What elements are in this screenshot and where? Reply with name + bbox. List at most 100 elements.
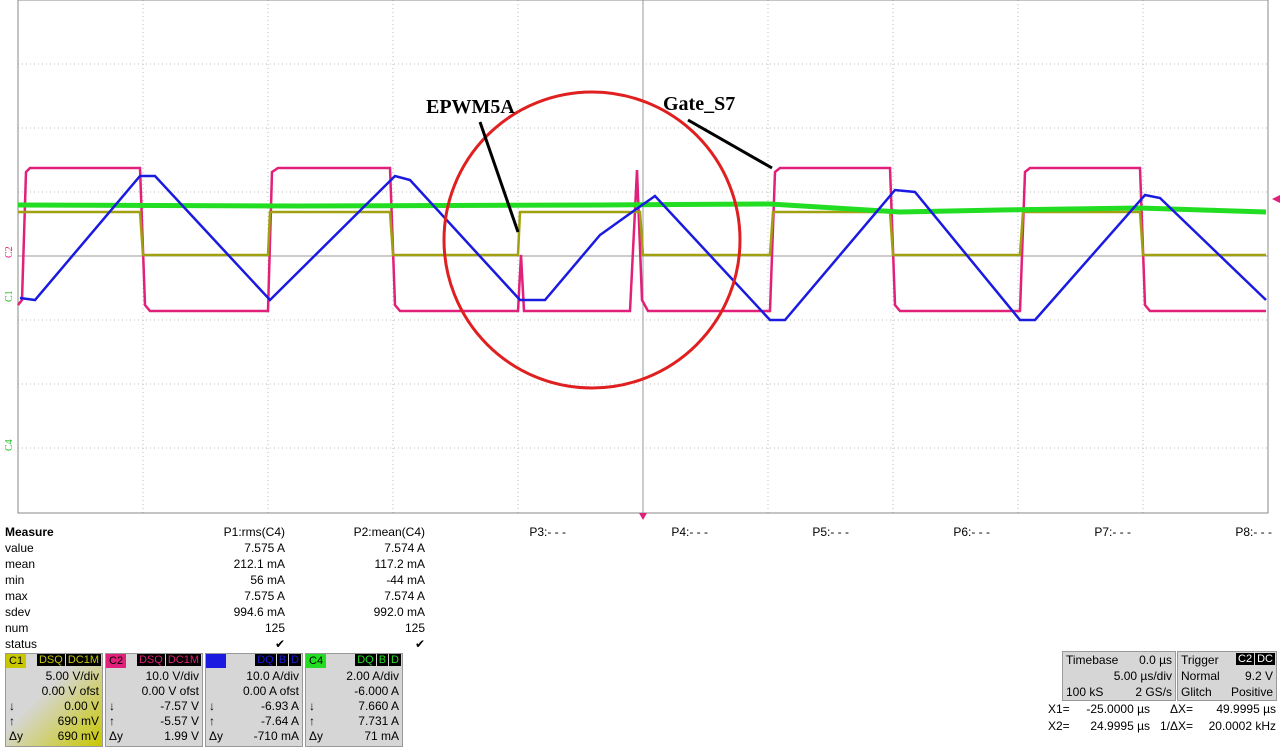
trigger-tags: C2 DC [1235,653,1275,665]
param-value: 125 [264,621,285,635]
annotation: EPWM5A [426,96,515,118]
channel-scale: 10.0 A/div [246,669,299,683]
param-value: 994.6 mA [233,605,285,619]
channel-tag: DQ [255,654,276,666]
cursor-symbol: Δy [309,729,324,743]
timebase-div: 5.00 µs/div [1113,669,1172,683]
c1-trace [18,210,1266,257]
cursor-value: -25.0000 µs [1086,702,1150,716]
channel-name: C4 [306,654,327,668]
param-value: 212.1 mA [233,557,285,571]
channel-name: C3 [206,654,227,668]
channel-box: C2 DSQ DC1M 10.0 V/div 0.00 V ofst ↓ -7.57 V ↑ -… [105,653,203,747]
channel-offset: -6.000 A [354,684,399,698]
cursor-value: 20.0002 kHz [1208,719,1276,733]
cursor-value: 49.9995 µs [1216,702,1276,716]
channel-offset: 0.00 V ofst [141,684,199,698]
channel-offset: 0.00 V ofst [41,684,99,698]
param-value: 7.574 A [384,541,425,555]
grid [18,0,1268,513]
row-label: value [5,541,34,555]
param-header: P5:- - - [812,525,849,539]
channel-tag: B [376,654,389,666]
cursor-down: -7.57 V [160,699,199,713]
cursor-symbol: ↑ [9,714,15,728]
param-value: ✔ [274,637,285,651]
cursor-delta: 690 mV [57,729,99,743]
param-header: P7:- - - [1094,525,1131,539]
cursor-label: 1/ΔX= [1159,719,1193,733]
level-marker [1272,195,1280,203]
param-header: P8:- - - [1235,525,1272,539]
row-label: min [5,573,25,587]
cursor-symbol: ↑ [209,714,215,728]
c4-trace [17,201,1267,215]
cursor-symbol: Δy [209,729,224,743]
channel-tag: DSQ [36,654,65,666]
cursor-up: -5.57 V [160,714,199,728]
trigger-mode: Normal [1181,669,1220,683]
cursor-delta: 71 mA [364,729,399,743]
trigger-tag: DC [1255,653,1275,665]
row-label: status [5,637,38,651]
channel-tag: DQ [355,654,376,666]
channel-tag: DC1M [65,654,101,666]
cursor-symbol: ↓ [209,699,215,713]
timebase-title: Timebase [1066,653,1119,667]
channel-offset: 0.00 A ofst [242,684,299,698]
cursor-down: -6.93 A [260,699,299,713]
channel-scale: 5.00 V/div [45,669,99,683]
timebase-rate: 2 GS/s [1135,685,1172,699]
cursor-label: X1= [1048,702,1070,716]
channel-tag: DC1M [165,654,201,666]
channel-tag: DSQ [136,654,165,666]
timebase-samples: 100 kS [1066,685,1104,699]
trigger-type: Glitch [1181,685,1212,699]
param-value: 117.2 mA [374,557,425,571]
cursor-symbol: ↑ [109,714,115,728]
highlight-circle [442,90,742,390]
trace-label: C1 [4,290,15,302]
annotation: Gate_S7 [663,93,735,115]
c3-trace [19,174,1267,322]
cursor-symbol: Δy [109,729,124,743]
cursor-delta: -710 mA [253,729,299,743]
param-header: P6:- - - [953,525,990,539]
row-label: max [5,589,28,603]
channel-box: C4 DQ B D 2.00 A/div -6.000 A ↓ 7.660 A ↑ 7.731 A… [305,653,403,747]
trigger-tag: C2 [1236,653,1255,665]
channel-name: C1 [6,654,27,668]
row-label: mean [5,557,36,571]
param-value: 7.574 A [384,589,425,603]
param-header: P2:mean(C4) [353,525,425,539]
cursor-down: 0.00 V [64,699,99,713]
trigger-slope: Positive [1230,685,1273,699]
channel-tags: DQ B D [254,654,301,666]
timebase-delay: 0.0 µs [1139,653,1172,667]
measure-title: Measure [5,525,54,539]
cursor-symbol: ↓ [309,699,315,713]
timebase-box: Timebase 0.0 µs 5.00 µs/div 100 kS 2 GS/s [1062,651,1176,701]
channel-name: C2 [106,654,127,668]
param-value: -44 mA [386,573,425,587]
param-header: P4:- - - [671,525,708,539]
cursor-label: X2= [1048,719,1070,733]
scope-display: EPWM5A Gate_S7 C2 C1 C4 [4,0,1280,520]
param-header: P3:- - - [529,525,566,539]
cursor-delta: 1.99 V [164,729,199,743]
channel-tags: DSQ DC1M [36,654,101,666]
cursor-value: 24.9995 µs [1090,719,1150,733]
param-value: 56 mA [250,573,285,587]
cursor-symbol: ↓ [109,699,115,713]
row-label: sdev [5,605,31,619]
cursor-label: ΔX= [1169,702,1193,716]
cursor-up: -7.64 A [260,714,299,728]
channel-tags: DQ B D [354,654,401,666]
channel-box: C1 DSQ DC1M 5.00 V/div 0.00 V ofst ↓ 0.00 V ↑ 69… [5,653,103,747]
channel-tag: D [389,654,401,666]
param-header: P1:rms(C4) [223,525,285,539]
param-value: ✔ [414,637,425,651]
annotation-arrow [478,121,520,233]
trigger-marker [639,513,647,520]
channel-tag: D [289,654,301,666]
